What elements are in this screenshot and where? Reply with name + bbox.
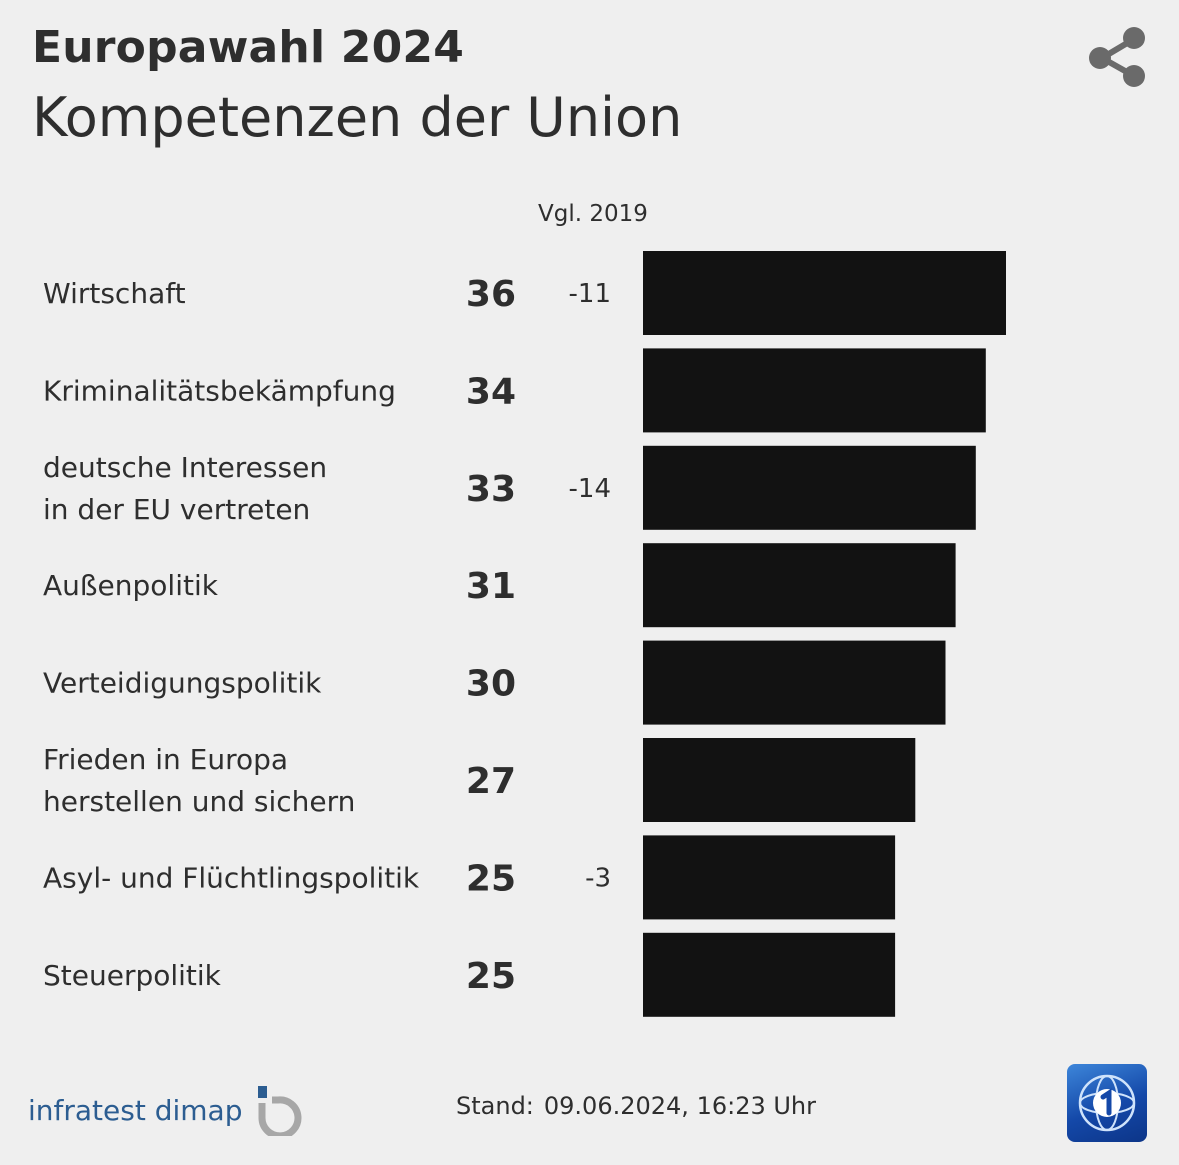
value-label: 34: [466, 371, 516, 412]
category-label: Asyl- und Flüchtlingspolitik: [43, 861, 420, 894]
timestamp-value: 09.06.2024, 16:23 Uhr: [543, 1092, 816, 1120]
value-label: 27: [466, 761, 516, 802]
category-label: in der EU vertreten: [43, 493, 310, 526]
infratest-logo-icon: [258, 1086, 302, 1136]
category-label: Verteidigungspolitik: [43, 667, 322, 700]
change-column-header: Vgl. 2019: [538, 201, 648, 227]
timestamp: Stand: 09.06.2024, 16:23 Uhr: [456, 1092, 816, 1120]
change-label: -3: [585, 863, 611, 893]
bar: [643, 932, 896, 1017]
value-label: 33: [466, 469, 516, 510]
timestamp-label: Stand:: [456, 1092, 534, 1120]
bar: [643, 835, 896, 920]
value-label: 25: [466, 858, 516, 899]
value-label: 25: [466, 956, 516, 997]
bar: [643, 445, 976, 530]
bar: [643, 543, 956, 628]
brand-name: infratest dimap: [28, 1093, 243, 1127]
share-button[interactable]: [1086, 24, 1152, 90]
change-label: -14: [569, 474, 611, 504]
value-label: 30: [466, 664, 516, 705]
bar: [643, 738, 916, 822]
category-label: deutsche Interessen: [43, 451, 327, 484]
category-label: herstellen und sichern: [43, 785, 355, 818]
category-label: Wirtschaft: [43, 277, 186, 310]
value-label: 36: [466, 274, 516, 315]
category-label: Kriminalitätsbekämpfung: [43, 374, 396, 407]
share-icon: [1089, 27, 1145, 87]
category-label: Steuerpolitik: [43, 959, 222, 992]
brand: infratest dimap: [28, 1084, 306, 1136]
page-title: Kompetenzen der Union: [32, 86, 683, 149]
bar: [643, 348, 986, 433]
category-label: Frieden in Europa: [43, 743, 288, 776]
category-label: Außenpolitik: [43, 569, 219, 602]
ard-logo-icon[interactable]: [1067, 1064, 1147, 1142]
ard-globe-icon: [1078, 1074, 1136, 1132]
header-kicker: Europawahl 2024: [32, 22, 465, 73]
value-label: 31: [466, 566, 516, 607]
bar: [643, 640, 946, 725]
change-label: -11: [569, 279, 611, 309]
bar: [643, 251, 1006, 335]
